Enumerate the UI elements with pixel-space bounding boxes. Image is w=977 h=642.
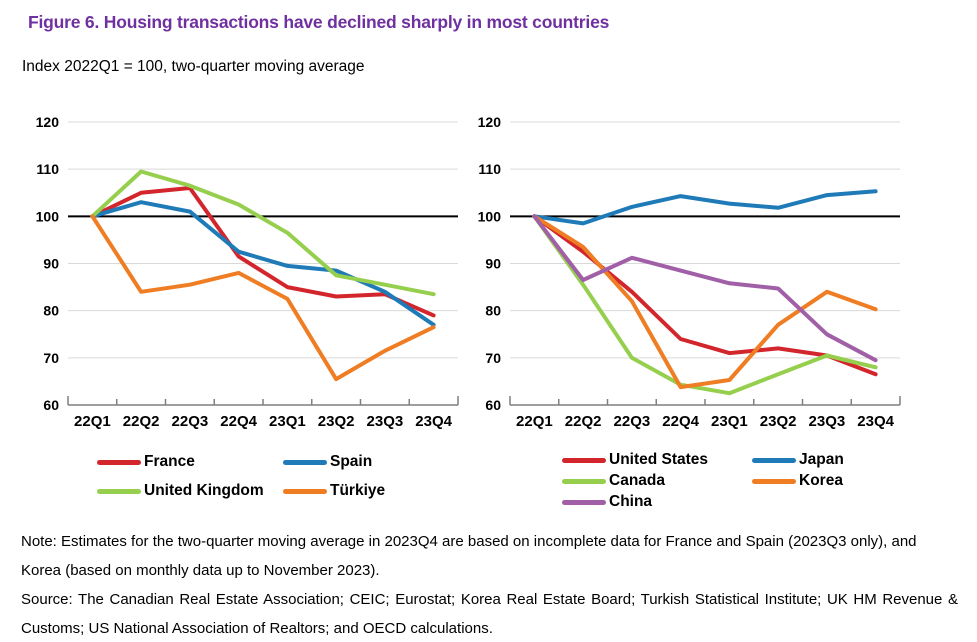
y-tick-label-70: 70	[485, 350, 501, 366]
x-tick-label-22q2: 22Q2	[123, 413, 160, 430]
chart-right: 60 70 80 90 100 110 120 22Q1 22Q2 22Q3 22Q4 23Q1 23Q…	[478, 114, 901, 430]
legend-right: United States Japan Canada Korea China	[562, 450, 844, 512]
y-tick-label-60: 60	[43, 397, 59, 413]
x-tick-label-23q1: 23Q1	[711, 413, 748, 430]
x-tick-label-23q2: 23Q2	[760, 413, 797, 430]
legend-item-united-kingdom: United Kingdom	[97, 481, 283, 501]
y-tick-label-100: 100	[478, 208, 502, 224]
footnote: Note: Estimates for the two-quarter movi…	[21, 527, 958, 642]
series-line-united-kingdom	[90, 169, 436, 297]
x-tick-label-22q3: 22Q3	[172, 413, 209, 430]
legend-label-united-kingdom: United Kingdom	[144, 482, 264, 499]
y-tick-label-70: 70	[43, 350, 59, 366]
legend-label-france: France	[144, 453, 195, 470]
chart-left: 60 70 80 90 100 110 120 22Q1 22Q2 22Q3 22Q4 23Q1 23Q…	[36, 114, 459, 430]
legend-left: France Spain United Kingdom Türkiye	[97, 452, 385, 501]
legend-label-turkiye: Türkiye	[330, 482, 386, 499]
legend-item-korea: Korea	[752, 471, 844, 491]
y-tick-label-120: 120	[36, 114, 60, 130]
note-text: Note: Estimates for the two-quarter movi…	[21, 533, 917, 579]
x-tick-label-23q3: 23Q3	[809, 413, 846, 430]
legend-swatch-united-kingdom	[97, 488, 141, 494]
legend-swatch-france	[97, 459, 141, 465]
x-tick-label-22q1: 22Q1	[74, 413, 111, 430]
legend-item-spain: Spain	[283, 452, 385, 472]
series-line-turkiye	[90, 214, 436, 382]
legend-swatch-united-states	[562, 457, 606, 463]
legend-swatch-korea	[752, 478, 796, 484]
figure-title: Figure 6. Housing transactions have decl…	[28, 12, 610, 32]
x-tick-label-22q4: 22Q4	[220, 413, 257, 430]
legend-item-france: France	[97, 452, 283, 472]
legend-swatch-canada	[562, 478, 606, 484]
x-tick-label-23q1: 23Q1	[269, 413, 306, 430]
legend-swatch-japan	[752, 457, 796, 463]
y-tick-label-80: 80	[43, 303, 59, 319]
legend-label-korea: Korea	[799, 472, 843, 489]
x-tick-label-23q4: 23Q4	[857, 413, 894, 430]
series-line-france	[90, 186, 436, 318]
legend-item-japan: Japan	[752, 450, 844, 470]
y-tick-label-100: 100	[36, 208, 60, 224]
legend-item-canada: Canada	[562, 471, 752, 491]
y-tick-label-80: 80	[485, 303, 501, 319]
x-tick-label-23q2: 23Q2	[318, 413, 355, 430]
legend-swatch-china	[562, 499, 606, 505]
legend-item-turkiye: Türkiye	[283, 481, 385, 501]
x-tick-label-22q2: 22Q2	[565, 413, 602, 430]
x-tick-label-23q4: 23Q4	[415, 413, 452, 430]
source-text: Source: The Canadian Real Estate Associa…	[21, 591, 958, 637]
x-tick-label-23q3: 23Q3	[367, 413, 404, 430]
x-tick-label-22q1: 22Q1	[516, 413, 553, 430]
legend-label-japan: Japan	[799, 451, 844, 468]
y-tick-label-90: 90	[485, 256, 501, 272]
y-tick-label-90: 90	[43, 256, 59, 272]
legend-swatch-turkiye	[283, 488, 327, 494]
series-line-spain	[90, 200, 436, 327]
legend-label-canada: Canada	[609, 472, 665, 489]
legend-label-china: China	[609, 493, 653, 510]
legend-swatch-spain	[283, 459, 327, 465]
legend-item-united-states: United States	[562, 450, 752, 470]
y-tick-label-110: 110	[36, 161, 59, 177]
y-tick-label-110: 110	[478, 161, 501, 177]
legend-item-china: China	[562, 492, 752, 512]
x-tick-label-22q4: 22Q4	[662, 413, 699, 430]
series-line-japan	[532, 189, 878, 226]
y-tick-label-60: 60	[485, 397, 501, 413]
series-line-china	[532, 214, 878, 363]
figure-subtitle: Index 2022Q1 = 100, two-quarter moving a…	[22, 58, 365, 75]
series-line-korea	[532, 214, 878, 390]
series-line-canada	[532, 214, 878, 396]
legend-label-spain: Spain	[330, 453, 373, 470]
x-tick-label-22q3: 22Q3	[614, 413, 651, 430]
legend-label-united-states: United States	[609, 451, 709, 468]
y-tick-label-120: 120	[478, 114, 502, 130]
